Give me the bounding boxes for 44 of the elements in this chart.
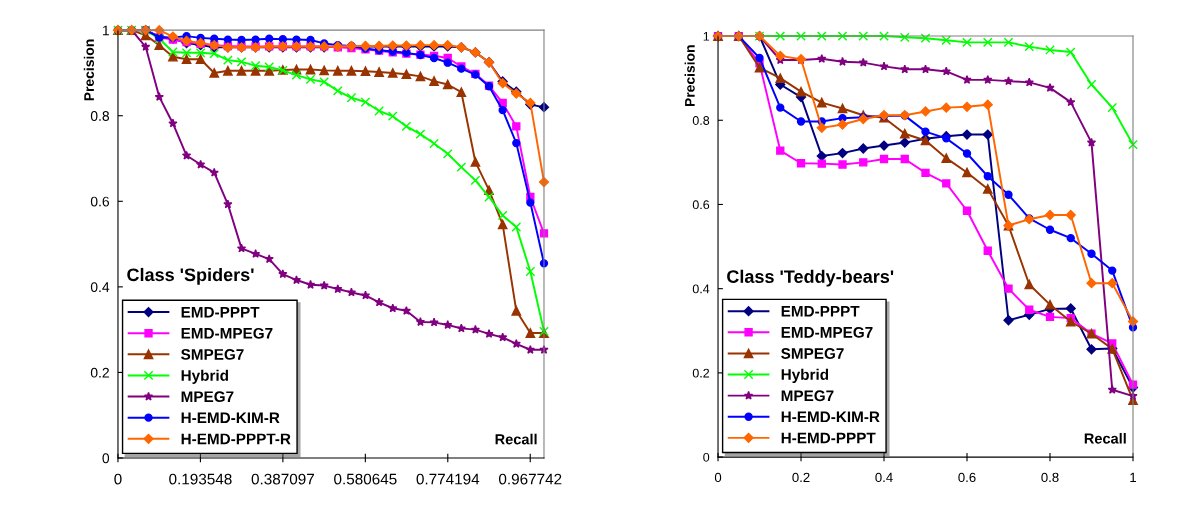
- x-tick-label: 0.8: [1041, 472, 1059, 483]
- y-tick-label: 0.6: [692, 200, 710, 210]
- legend-label: H-EMD-KIM-R: [181, 412, 280, 424]
- x-tick-label: 0.967742: [498, 473, 562, 485]
- x-tick-label: 0.193548: [169, 473, 232, 485]
- y-tick-label: 0.4: [90, 282, 110, 293]
- y-tick-label: 0.6: [90, 196, 110, 207]
- x-tick-label: 0: [114, 473, 122, 485]
- x-tick-label: 0: [714, 472, 722, 483]
- legend-label: SMPEG7: [181, 349, 244, 360]
- legend-label: H-EMD-KIM-R: [781, 411, 880, 423]
- y-tick-label: 0.2: [90, 367, 109, 378]
- x-tick-label: 0.774194: [416, 473, 480, 485]
- legend-label: Hybrid: [781, 368, 829, 384]
- legend-label: Hybrid: [181, 369, 228, 384]
- x-tick-label: 0.4: [875, 472, 893, 483]
- y-tick-label: 0.4: [692, 284, 710, 294]
- legend-label: EMD-PPPT: [181, 306, 260, 318]
- x-tick-label: 0.387097: [251, 473, 314, 485]
- x-tick-label: 1: [1130, 472, 1137, 482]
- legend-label: MPEG7: [181, 391, 234, 403]
- y-tick-label: 0: [102, 453, 110, 464]
- x-tick-label: 0.580645: [334, 473, 397, 485]
- x-tick-label: 0.6: [958, 472, 976, 483]
- y-tick-label: 0.8: [692, 116, 710, 125]
- text: Class 'Teddy-bears': [727, 269, 894, 287]
- text: Class 'Spiders': [127, 267, 254, 285]
- y-axis-title: Precision: [83, 39, 95, 101]
- legend-label: H-EMD-PPPT-R: [181, 433, 291, 445]
- x-axis-title: Recall: [495, 433, 537, 445]
- y-tick-label: 0.8: [90, 111, 110, 121]
- legend-label: EMD-MPEG7: [781, 326, 873, 338]
- legend-label: SMPEG7: [781, 348, 844, 359]
- y-tick-label: 1: [703, 31, 710, 41]
- legend-label: H-EMD-PPPT: [781, 432, 876, 444]
- y-tick-label: 0: [703, 452, 710, 462]
- x-axis-title: Recall: [1084, 432, 1126, 444]
- x-tick-label: 0.2: [792, 472, 810, 483]
- legend-label: MPEG7: [781, 390, 834, 402]
- legend-label: EMD-PPPT: [781, 306, 860, 317]
- legend-label: EMD-MPEG7: [181, 327, 273, 339]
- y-tick-label: 0.2: [692, 368, 710, 378]
- y-axis-title: Precision: [684, 45, 695, 107]
- y-tick-label: 1: [102, 25, 109, 36]
